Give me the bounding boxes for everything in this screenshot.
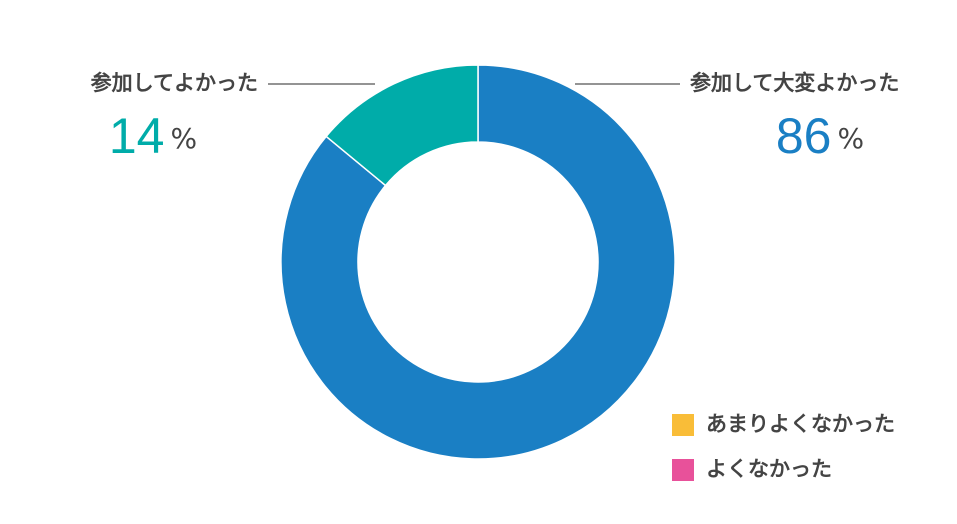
value-label: 14% xyxy=(109,108,197,164)
callout-category: 参加してよかった xyxy=(91,71,258,95)
donut-slice xyxy=(325,64,479,187)
value-label: 86% xyxy=(776,108,864,164)
legend-label: よくなかった xyxy=(706,457,832,481)
donut-slice xyxy=(280,64,676,460)
callout-category: 参加して大変よかった xyxy=(690,71,899,95)
legend-swatch xyxy=(672,414,694,436)
legend-swatch xyxy=(672,459,694,481)
legend-label: あまりよくなかった xyxy=(706,412,895,436)
